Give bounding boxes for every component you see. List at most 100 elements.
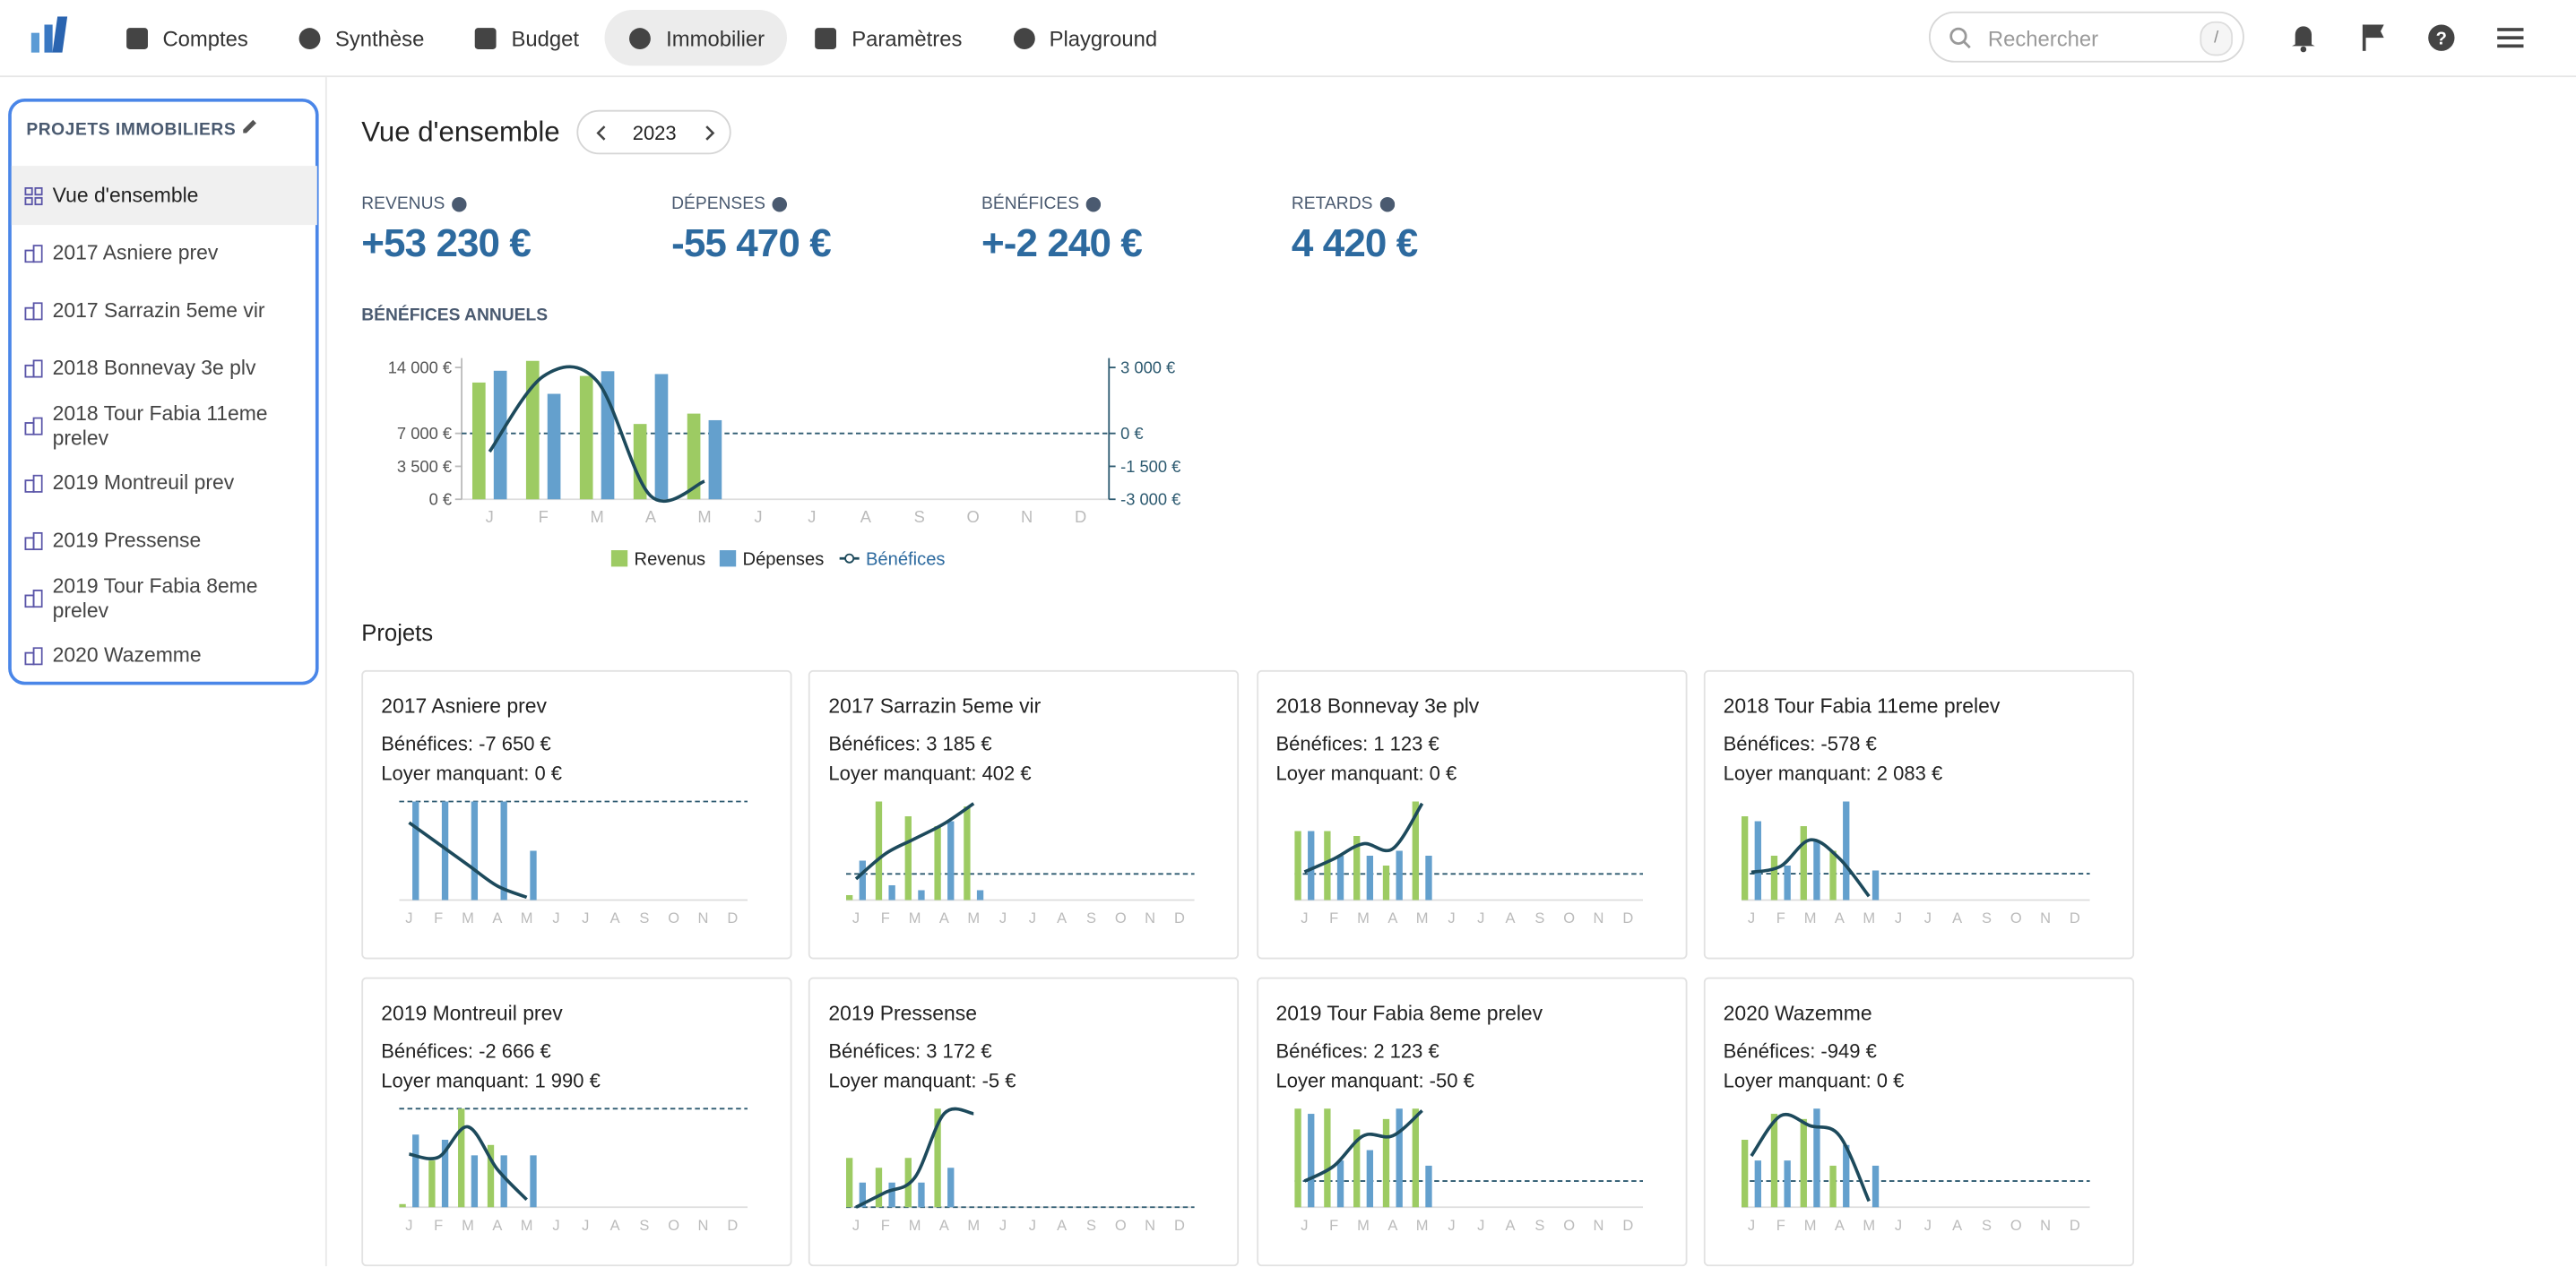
menu-icon[interactable] bbox=[2497, 28, 2524, 48]
card-month: F bbox=[881, 910, 890, 927]
kpi-label-text: REVENUS bbox=[361, 194, 445, 214]
card-month: N bbox=[698, 1218, 709, 1234]
y-tick-label: 3 500 € bbox=[397, 457, 452, 476]
project-card[interactable]: 2017 Asniere prev Bénéfices: -7 650 € Loye… bbox=[361, 669, 792, 960]
card-month: M bbox=[1356, 910, 1369, 927]
info-icon[interactable] bbox=[451, 196, 467, 211]
bar bbox=[547, 393, 561, 500]
card-month: D bbox=[727, 910, 738, 927]
card-month: J bbox=[1924, 910, 1932, 927]
annual-chart: 0 € 3 500 € 7 000 € 14 000 € 3 000 € 0 € -1 50… bbox=[388, 358, 1181, 570]
x-tick-label: J bbox=[808, 507, 816, 526]
nav-item[interactable]: Budget bbox=[451, 10, 602, 65]
nav-item[interactable]: Synthèse bbox=[274, 10, 447, 65]
info-icon[interactable] bbox=[1085, 196, 1101, 211]
sidebar-item[interactable]: 2018 Bonnevay 3e plv bbox=[12, 340, 317, 397]
card-bar bbox=[458, 1108, 465, 1208]
bar bbox=[708, 419, 722, 500]
sidebar-icon bbox=[24, 186, 43, 205]
card-rent: Loyer manquant: 0 € bbox=[1723, 1069, 1905, 1092]
project-card[interactable]: 2018 Bonnevay 3e plv Bénéfices: 1 123 € Lo… bbox=[1256, 669, 1687, 960]
card-bar bbox=[1424, 855, 1431, 901]
prev-year[interactable] bbox=[595, 125, 609, 141]
legend-label[interactable]: Dépenses bbox=[743, 550, 825, 570]
sidebar-item[interactable]: 2020 Wazemme bbox=[12, 627, 317, 685]
card-month: F bbox=[1776, 910, 1785, 927]
card-line bbox=[1750, 1113, 1871, 1202]
card-title: 2020 Wazemme bbox=[1723, 1002, 1872, 1025]
card-bar bbox=[1353, 835, 1360, 901]
nav-item[interactable]: Immobilier bbox=[605, 9, 788, 66]
x-tick-label: A bbox=[645, 507, 657, 526]
nav-label: Paramètres bbox=[851, 25, 963, 50]
card-bar bbox=[1353, 1129, 1360, 1208]
sidebar-item[interactable]: Vue d'ensemble bbox=[11, 166, 317, 226]
project-card[interactable]: 2019 Pressense Bénéfices: 3 172 € Loyer ma… bbox=[808, 977, 1240, 1267]
card-bar bbox=[846, 1158, 853, 1208]
project-card[interactable]: 2019 Tour Fabia 8eme prelev Bénéfices: 2 … bbox=[1256, 977, 1687, 1267]
search-box[interactable]: Rechercher / bbox=[1928, 11, 2244, 63]
logo[interactable] bbox=[30, 16, 75, 56]
legend-label[interactable]: Revenus bbox=[635, 550, 706, 570]
card-month: J bbox=[999, 910, 1007, 927]
icon-part bbox=[32, 647, 43, 666]
card-bar bbox=[1871, 870, 1880, 901]
sidebar-item[interactable]: 2017 Asniere prev bbox=[12, 225, 317, 282]
x-tick-label: N bbox=[1021, 507, 1033, 526]
project-card[interactable]: 2017 Sarrazin 5eme vir Bénéfices: 3 185 €… bbox=[808, 669, 1240, 960]
card-bar bbox=[1741, 816, 1749, 901]
sidebar-item[interactable]: 2019 Tour Fabia 8eme prelev bbox=[12, 570, 317, 627]
card-month: A bbox=[1387, 910, 1397, 927]
bar bbox=[654, 374, 669, 500]
sidebar-item[interactable]: 2019 Montreuil prev bbox=[12, 455, 317, 513]
next-year[interactable] bbox=[704, 125, 717, 141]
nav-item[interactable]: Playground bbox=[989, 10, 1180, 65]
nav-item[interactable]: Comptes bbox=[102, 10, 272, 65]
nav-icon bbox=[298, 27, 321, 49]
project-card[interactable]: 2018 Tour Fabia 11eme prelev Bénéfices: -… bbox=[1703, 669, 2134, 960]
card-month: D bbox=[2070, 910, 2080, 927]
nav-icon-shape bbox=[815, 27, 837, 49]
card-profit: Bénéfices: 1 123 € bbox=[1275, 732, 1439, 756]
info-icon[interactable] bbox=[1379, 196, 1395, 211]
card-line bbox=[409, 1125, 528, 1202]
sidebar-item[interactable]: 2018 Tour Fabia 11eme prelev bbox=[12, 398, 317, 455]
flag-icon[interactable] bbox=[2362, 24, 2384, 51]
y2-tick-label: -3 000 € bbox=[1120, 490, 1180, 509]
card-bar bbox=[1829, 850, 1837, 901]
card-bar bbox=[500, 801, 507, 901]
card-month: N bbox=[2040, 1218, 2051, 1234]
sidebar-item[interactable]: 2017 Sarrazin 5eme vir bbox=[12, 282, 317, 340]
card-rent: Loyer manquant: 2 083 € bbox=[1723, 762, 1943, 786]
card-rent: Loyer manquant: 0 € bbox=[1275, 762, 1457, 786]
edit-icon[interactable] bbox=[241, 118, 257, 134]
project-card[interactable]: 2019 Montreuil prev Bénéfices: -2 666 € Lo… bbox=[361, 977, 792, 1267]
card-bar bbox=[530, 1155, 537, 1208]
legend-label[interactable]: Bénéfices bbox=[866, 550, 946, 570]
sidebar-divider bbox=[324, 77, 327, 1267]
card-bar bbox=[860, 860, 867, 901]
card-title: 2017 Asniere prev bbox=[381, 694, 547, 719]
info-icon[interactable] bbox=[772, 196, 787, 211]
project-card[interactable]: 2020 Wazemme Bénéfices: -949 € Loyer manqu… bbox=[1703, 977, 2134, 1267]
y2-tick-label: 3 000 € bbox=[1120, 358, 1175, 377]
kpi: DÉPENSES -55 470 € bbox=[671, 194, 832, 267]
icon-part bbox=[24, 364, 35, 378]
card-month: M bbox=[1804, 1218, 1817, 1234]
icon-part bbox=[24, 479, 35, 493]
bell-icon[interactable] bbox=[2292, 26, 2315, 53]
card-bar bbox=[1424, 1165, 1431, 1208]
nav-item[interactable]: Paramètres bbox=[791, 10, 985, 65]
card-month: S bbox=[1534, 1218, 1544, 1234]
info-dot bbox=[772, 196, 787, 211]
card-month: M bbox=[968, 1218, 981, 1234]
sidebar-item[interactable]: 2019 Pressense bbox=[12, 513, 317, 570]
help-icon[interactable]: ? bbox=[2428, 24, 2455, 51]
card-month: A bbox=[610, 1218, 620, 1234]
card-bar bbox=[1829, 1165, 1837, 1208]
y-tick-label: 0 € bbox=[429, 490, 452, 509]
card-month: S bbox=[639, 1218, 649, 1234]
